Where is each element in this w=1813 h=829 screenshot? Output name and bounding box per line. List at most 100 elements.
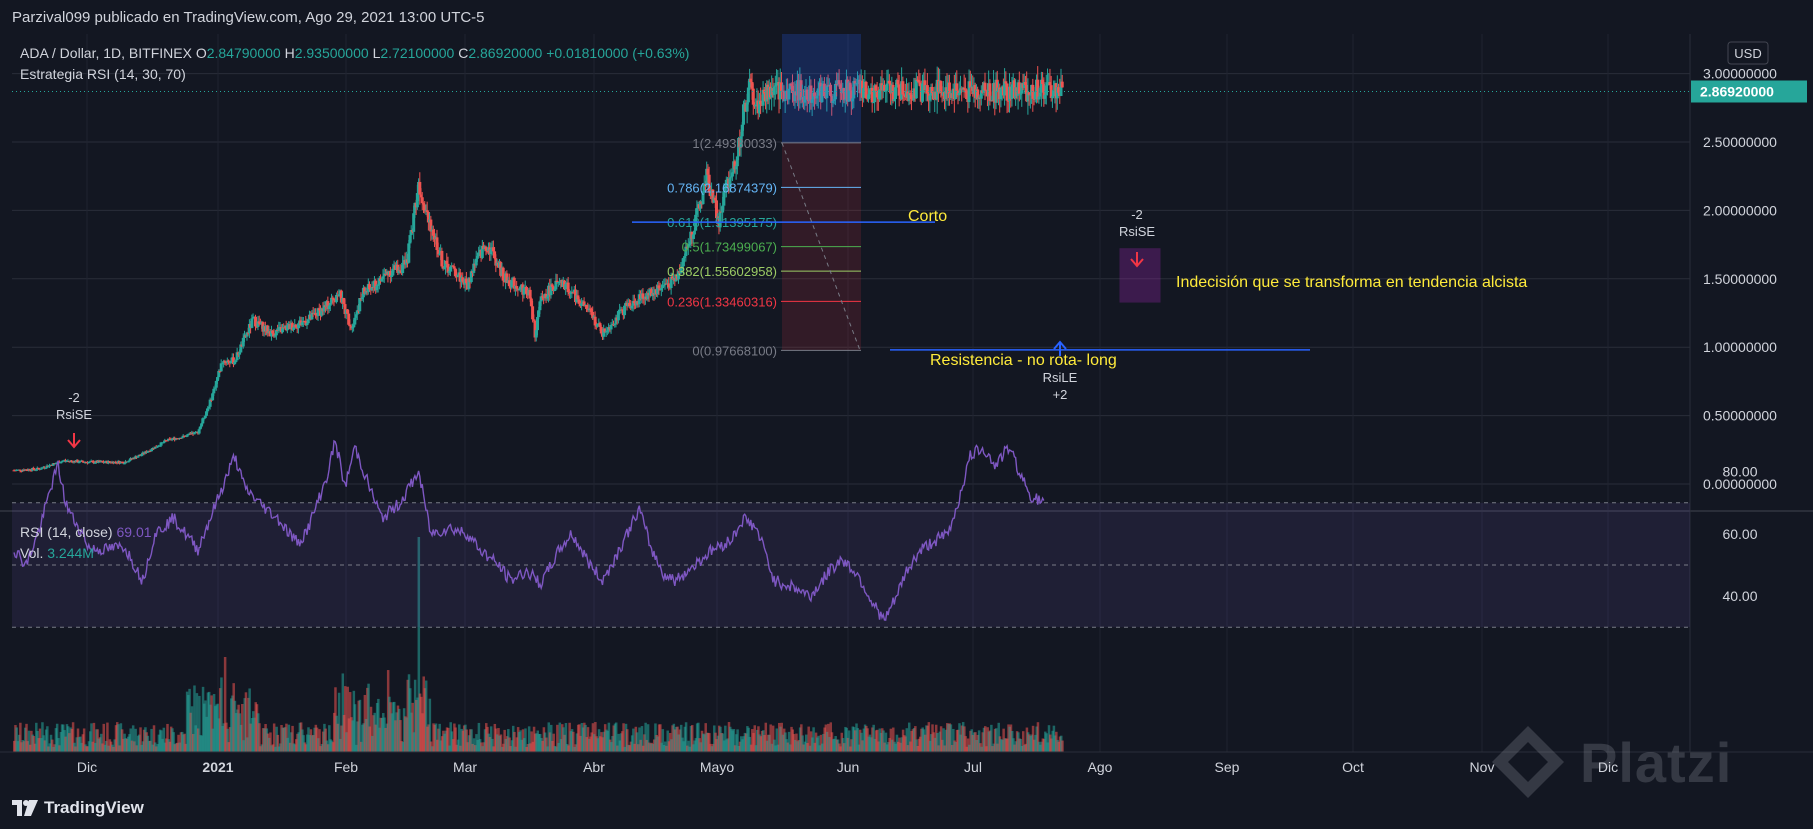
candle-body [257, 321, 261, 324]
candle-body [322, 305, 326, 312]
candle-body [162, 442, 166, 444]
candle-body [783, 98, 787, 101]
candle-body [59, 462, 63, 464]
candle-body [711, 189, 715, 203]
volume-bar [914, 726, 917, 752]
volume-bar [162, 727, 166, 752]
volume-bar [771, 725, 775, 752]
volume-bar [640, 726, 644, 752]
volume-bar [19, 722, 22, 752]
candle-body [358, 298, 362, 312]
volume-bar [646, 724, 650, 752]
volume-bar [638, 727, 641, 752]
candle-body [650, 289, 654, 297]
candle-body [830, 95, 834, 103]
tradingview-logo[interactable]: TradingView [12, 797, 144, 819]
candle-body [551, 286, 555, 292]
candle-body [512, 277, 516, 289]
time-axis-label: Mar [453, 759, 477, 775]
volume-bar [399, 720, 402, 752]
volume-bar [927, 722, 931, 752]
candle-body [420, 197, 424, 204]
volume-bar [787, 731, 791, 752]
candle-body [419, 194, 423, 198]
rsi-axis-label: 40.00 [1722, 588, 1757, 604]
rsi-legend-value: 69.01 [116, 524, 151, 540]
candle-body [789, 83, 793, 86]
candle-body [761, 89, 765, 106]
volume-bar [272, 723, 276, 752]
volume-bar [434, 723, 438, 752]
legend-h-value: 2.93500000 [295, 45, 373, 61]
candle-body [231, 357, 235, 365]
volume-bar [977, 730, 981, 752]
candle-body [350, 327, 354, 329]
currency-button[interactable] [1727, 41, 1769, 65]
candle-body [580, 303, 584, 307]
candle-body [901, 81, 905, 95]
last-price-tag-bg [1691, 80, 1807, 103]
candle-body [505, 273, 509, 283]
candle-body [296, 323, 300, 329]
candle-body [223, 361, 227, 363]
candle-body [680, 266, 684, 269]
volume-bar [847, 730, 851, 752]
candle-body [637, 294, 641, 305]
candle-body [211, 393, 215, 401]
candle-body [730, 172, 734, 177]
candle-body [870, 87, 874, 103]
candle-body [603, 328, 607, 333]
candle-body [534, 330, 538, 338]
volume-bar [341, 673, 345, 752]
candle-body [300, 322, 304, 326]
candle-body [1059, 81, 1063, 96]
candle-body [810, 99, 814, 103]
candle-body [192, 432, 196, 435]
candle-body [897, 84, 901, 96]
volume-bar [367, 683, 370, 752]
volume-bar [324, 728, 327, 752]
volume-bar [100, 733, 103, 752]
indecision-box [1119, 248, 1161, 303]
volume-bar [564, 723, 568, 752]
vol-legend-label: Vol. [20, 545, 47, 561]
candle-body [741, 104, 745, 125]
candle-body [447, 271, 451, 273]
candle-body [862, 87, 866, 98]
candle-body [1044, 85, 1048, 95]
candle-body [250, 318, 254, 328]
candle-body [440, 250, 444, 267]
volume-bar [697, 722, 700, 752]
candle-body [825, 85, 829, 99]
candle-body [1060, 81, 1064, 88]
candle-body [28, 469, 32, 471]
candle-body [908, 93, 912, 95]
volume-bar [46, 726, 49, 752]
candle-body [751, 88, 755, 105]
candle-body [234, 360, 238, 362]
candle-body [684, 246, 688, 257]
candle-body [596, 323, 600, 327]
candle-body [793, 91, 797, 102]
candle-body [569, 292, 573, 294]
candle-body [847, 82, 851, 102]
volume-bar [276, 734, 280, 752]
volume-bar [172, 732, 175, 752]
fib-level-label: 0.786(2.16874379) [667, 180, 777, 195]
price-axis-label: 0.50000000 [1703, 408, 1777, 424]
candle-body [737, 138, 741, 157]
candle-body [475, 255, 479, 259]
candle-body [345, 309, 349, 314]
candle-body [878, 90, 882, 100]
candle-body [1049, 85, 1053, 98]
candle-body [146, 451, 150, 453]
candle-body [347, 313, 351, 325]
volume-bar [872, 724, 875, 752]
candle-body [374, 280, 378, 291]
candle-body [835, 84, 839, 86]
candle-body [829, 84, 833, 96]
volume-bar [661, 729, 665, 752]
volume-bar [684, 722, 688, 752]
time-axis-label: Jun [837, 759, 860, 775]
